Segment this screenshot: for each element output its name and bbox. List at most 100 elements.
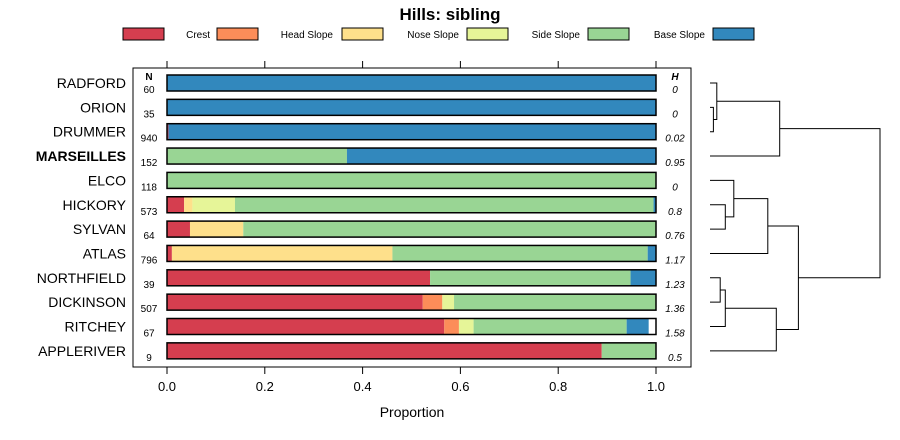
bar-outline-drummer [166, 122, 657, 141]
row-label-northfield: NORTHFIELD [37, 270, 126, 286]
row-entropy-ritchey: 1.58 [665, 329, 685, 340]
legend-label-side-slope: Side Slope [532, 30, 581, 41]
legend-label-nose-slope: Nose Slope [407, 30, 459, 41]
bar-rows: RADFORD 60 0 ORION 35 0 DRUMMER 940 0.02 MARSEILL… [36, 74, 685, 364]
bar-row-radford: RADFORD 60 0 [57, 74, 678, 96]
bar-row-appleriver: APPLERIVER 9 0.5 [38, 342, 682, 364]
x-tick-label: 0.8 [549, 379, 567, 394]
row-count-drummer: 940 [141, 134, 158, 145]
row-count-sylvan: 64 [143, 231, 155, 242]
dendrogram-branch-8 [710, 307, 777, 352]
row-label-radford: RADFORD [57, 75, 126, 91]
bar-segment-northfield-interfluve [167, 269, 431, 286]
row-label-drummer: DRUMMER [53, 124, 126, 140]
dendrogram-branch-3 [710, 204, 726, 230]
count-column-header: N [145, 72, 152, 83]
legend-label-crest: Crest [186, 30, 210, 41]
legend-swatch-head-slope [341, 27, 384, 41]
bar-outline-radford [166, 74, 657, 92]
bar-segment-dickinson-crest [422, 294, 443, 311]
row-entropy-atlas: 1.17 [665, 255, 685, 266]
row-label-orion: ORION [80, 99, 126, 115]
bar-row-ritchey: RITCHEY 67 1.58 [65, 317, 685, 340]
x-tick-label: 0.0 [158, 379, 176, 394]
bar-row-hickory: HICKORY 573 0.8 [62, 196, 682, 218]
bar-segment-hickory-base-slope [653, 196, 656, 213]
row-label-atlas: ATLAS [83, 245, 126, 261]
bar-segment-atlas-side-slope [392, 245, 648, 262]
x-tick-label: 1.0 [647, 379, 665, 394]
plot-frame [132, 67, 692, 368]
bar-segment-atlas-interfluve [167, 245, 172, 262]
bar-segment-ritchey-interfluve [167, 318, 445, 335]
bar-segment-hickory-interfluve [167, 196, 185, 213]
row-entropy-marseilles: 0.95 [665, 158, 685, 169]
legend-label-base-slope: Base Slope [654, 30, 706, 41]
bar-outline-sylvan [166, 220, 657, 238]
bar-row-drummer: DRUMMER 940 0.02 [53, 122, 685, 145]
row-count-atlas: 796 [141, 255, 158, 266]
legend-swatch-interfluve [122, 27, 165, 41]
bar-segment-elco-side-slope [167, 172, 656, 189]
row-label-hickory: HICKORY [62, 197, 126, 213]
bar-outline-appleriver [166, 342, 657, 360]
row-label-marseilles: MARSEILLES [36, 148, 126, 164]
row-count-radford: 60 [143, 85, 155, 96]
row-count-marseilles: 152 [141, 158, 158, 169]
x-tick-label: 0.2 [256, 379, 274, 394]
legend-swatch-base-slope [712, 27, 755, 41]
row-count-orion: 35 [143, 109, 155, 120]
chart-title: Hills: sibling [399, 5, 500, 24]
row-entropy-northfield: 1.23 [665, 280, 685, 291]
row-count-appleriver: 9 [146, 353, 152, 364]
dendrogram-branch-6 [710, 277, 721, 303]
bar-row-dickinson: DICKINSON 507 1.36 [48, 293, 685, 315]
bar-segment-hickory-side-slope [234, 196, 654, 213]
bar-segment-sylvan-head-slope [189, 221, 244, 238]
row-entropy-dickinson: 1.36 [665, 304, 685, 315]
bar-segment-drummer-base-slope [168, 123, 657, 140]
row-entropy-appleriver: 0.5 [668, 353, 682, 364]
dendrogram-branch-4 [710, 179, 735, 218]
bar-segment-dickinson-nose-slope [442, 294, 455, 311]
bar-row-northfield: NORTHFIELD 39 1.23 [37, 269, 685, 291]
row-label-dickinson: DICKINSON [48, 294, 126, 310]
row-entropy-drummer: 0.02 [665, 134, 685, 145]
dendrogram [710, 82, 881, 352]
bar-segment-northfield-base-slope [630, 269, 656, 286]
row-label-appleriver: APPLERIVER [38, 343, 126, 359]
bar-outline-northfield [166, 269, 657, 287]
dendrogram-branch-0 [710, 106, 714, 133]
row-count-hickory: 573 [141, 207, 158, 218]
legend-swatch-crest [216, 27, 259, 41]
entropy-column-header: H [671, 72, 679, 83]
bar-outline-atlas [166, 244, 657, 263]
bar-segment-atlas-base-slope [647, 245, 656, 262]
dendrogram-branch-10 [779, 128, 881, 279]
bar-segment-ritchey-side-slope [473, 318, 627, 335]
row-entropy-orion: 0 [672, 109, 678, 120]
bar-segment-sylvan-side-slope [243, 221, 656, 238]
bar-row-orion: ORION 35 0 [80, 98, 678, 120]
bar-segment-dickinson-side-slope [454, 294, 656, 311]
dendrogram-branch-5 [710, 198, 769, 254]
x-axis-title: Proportion [380, 404, 445, 420]
bar-segment-ritchey-nose-slope [458, 318, 474, 335]
bar-segment-appleriver-interfluve [167, 342, 602, 359]
legend-swatch-nose-slope [466, 27, 509, 41]
row-label-elco: ELCO [88, 172, 126, 188]
row-entropy-hickory: 0.8 [668, 207, 682, 218]
bar-segment-ritchey-crest [444, 318, 459, 335]
bar-segment-radford-base-slope [167, 75, 656, 91]
x-tick-label: 0.4 [354, 379, 372, 394]
bar-segment-marseilles-base-slope [346, 148, 656, 165]
bar-outline-ritchey [166, 317, 657, 336]
row-entropy-sylvan: 0.76 [665, 231, 685, 242]
row-label-sylvan: SYLVAN [73, 221, 126, 237]
bar-segment-orion-base-slope [167, 99, 656, 116]
row-label-ritchey: RITCHEY [65, 319, 127, 335]
bar-row-marseilles: MARSEILLES 152 0.95 [36, 147, 685, 169]
bar-segment-ritchey-base-slope [626, 318, 649, 335]
